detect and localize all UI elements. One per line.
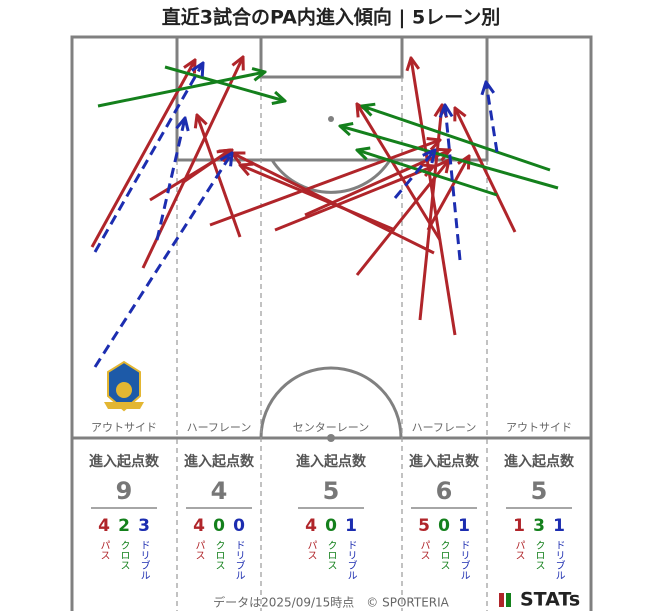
stats-logo: STATs	[499, 589, 580, 611]
lane-name: アウトサイド	[91, 421, 157, 434]
count: 0	[438, 516, 450, 536]
count: 0	[325, 516, 337, 536]
lane-total: 5	[323, 477, 340, 505]
lane-name: ハーフレーン	[187, 421, 252, 434]
count-label: パス	[418, 540, 430, 560]
count-label: クロス	[213, 540, 224, 570]
lane-heading: 進入起点数	[89, 453, 160, 470]
count-label: ドリブル	[233, 540, 245, 580]
count: 0	[233, 516, 245, 536]
title: 直近3試合のPA内進入傾向 | 5レーン別	[162, 6, 501, 29]
count: 4	[98, 516, 110, 536]
count: 3	[138, 516, 150, 536]
lane-heading: 進入起点数	[184, 453, 255, 470]
count: 1	[458, 516, 470, 536]
count: 1	[513, 516, 525, 536]
footer-note: データは2025/09/15時点 © SPORTERIA	[213, 595, 450, 610]
count-label: パス	[305, 540, 317, 560]
entry-arrows	[90, 57, 559, 368]
logo-text: STATs	[520, 589, 580, 611]
count: 2	[118, 516, 130, 536]
count-label: クロス	[533, 540, 544, 570]
count-label: ドリブル	[553, 540, 565, 580]
count-label: クロス	[325, 540, 336, 570]
lane-total: 4	[211, 477, 228, 505]
lane-total: 9	[116, 477, 133, 505]
lane-heading: 進入起点数	[504, 453, 575, 470]
team-badge	[104, 360, 144, 412]
count-label: パス	[193, 540, 205, 560]
count: 1	[345, 516, 357, 536]
count-label: クロス	[118, 540, 129, 570]
lane-name: センターレーン	[293, 421, 369, 434]
count-label: クロス	[438, 540, 449, 570]
count: 0	[213, 516, 225, 536]
pitch	[70, 35, 593, 611]
count-label: パス	[98, 540, 110, 560]
lane-stats: アウトサイド進入起点数94パス2クロス3ドリブルハーフレーン進入起点数44パス0…	[89, 421, 575, 580]
lane-heading: 進入起点数	[409, 453, 480, 470]
lane-name: アウトサイド	[506, 421, 572, 434]
count: 4	[193, 516, 205, 536]
lane-heading: 進入起点数	[296, 453, 367, 470]
count-label: パス	[513, 540, 525, 560]
count: 1	[553, 516, 565, 536]
count-label: ドリブル	[345, 540, 357, 580]
lane-total: 6	[436, 477, 453, 505]
count: 4	[305, 516, 317, 536]
lane-name: ハーフレーン	[412, 421, 477, 434]
lane-total: 5	[531, 477, 548, 505]
count-label: ドリブル	[138, 540, 150, 580]
count: 5	[418, 516, 430, 536]
count: 3	[533, 516, 545, 536]
count-label: ドリブル	[458, 540, 470, 580]
